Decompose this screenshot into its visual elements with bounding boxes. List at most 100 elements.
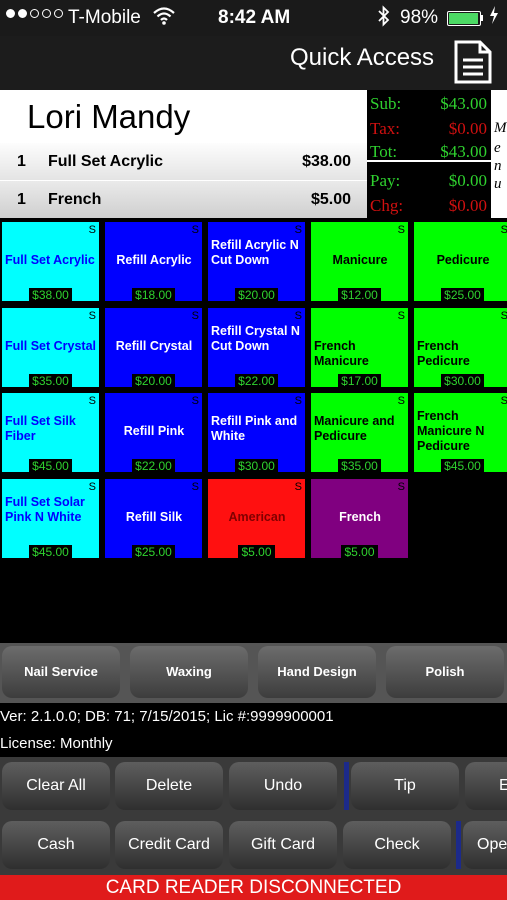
service-name: Refill Acrylic (116, 253, 192, 267)
service-tile[interactable]: S Full Set Silk Fiber $45.00 (2, 393, 99, 473)
signal-dot (18, 9, 27, 18)
service-flag: S (500, 310, 507, 322)
open-button[interactable]: Ope (463, 821, 507, 869)
service-tile[interactable]: S Manicure and Pedicure $35.00 (311, 393, 408, 473)
service-tile[interactable]: S Full Set Acrylic $38.00 (2, 222, 99, 302)
tax-label: Tax: (370, 119, 400, 138)
ticket-panel: Lori Mandy 1 Full Set Acrylic $38.00 1 F… (0, 90, 367, 218)
service-flag: S (397, 395, 405, 407)
service-flag: S (88, 481, 96, 493)
ticket-line-qty: 1 (17, 153, 26, 170)
wifi-icon (152, 6, 176, 32)
service-tile[interactable]: S Refill Pink and White $30.00 (208, 393, 305, 473)
service-price: $22.00 (132, 459, 175, 473)
service-price-strip: $22.00 (105, 459, 202, 473)
ticket-line[interactable]: 1 Full Set Acrylic $38.00 (0, 143, 367, 180)
carrier-name: T-Mobile (68, 7, 141, 28)
service-tile[interactable]: S American $5.00 (208, 479, 305, 559)
ticket-line[interactable]: 1 French $5.00 (0, 181, 367, 218)
service-price-strip: $17.00 (311, 374, 408, 388)
button-separator (456, 821, 461, 869)
service-price: $35.00 (29, 374, 72, 388)
service-price-strip: $5.00 (311, 545, 408, 559)
battery-nub (481, 15, 483, 21)
service-price-strip: $45.00 (2, 545, 99, 559)
category-polish-button[interactable]: Polish (386, 646, 504, 698)
service-name: American (228, 510, 286, 524)
service-name: French Manicure N Pedicure (417, 409, 485, 453)
service-price: $45.00 (29, 545, 72, 559)
service-tile[interactable]: S Full Set Crystal $35.00 (2, 308, 99, 388)
service-price: $45.00 (441, 459, 484, 473)
check-button[interactable]: Check (343, 821, 451, 869)
service-flag: S (294, 310, 302, 322)
signal-dot (6, 9, 15, 18)
menu-tab[interactable]: M e n u (491, 90, 507, 218)
service-tile[interactable]: S Refill Pink $22.00 (105, 393, 202, 473)
service-price-strip: $45.00 (414, 459, 507, 473)
service-tile[interactable]: S Refill Acrylic $18.00 (105, 222, 202, 302)
header-title: Quick Access (290, 44, 435, 71)
gift-card-button[interactable]: Gift Card (229, 821, 337, 869)
service-price: $12.00 (338, 288, 381, 302)
credit-card-button[interactable]: Credit Card (115, 821, 223, 869)
customer-name[interactable]: Lori Mandy (27, 98, 191, 135)
change-value: $0.00 (448, 196, 487, 215)
signal-dot (42, 9, 51, 18)
document-button[interactable] (453, 39, 493, 85)
service-tile[interactable]: S Refill Acrylic N Cut Down $20.00 (208, 222, 305, 302)
service-tile[interactable]: S Refill Silk $25.00 (105, 479, 202, 559)
service-tile[interactable]: S Refill Crystal $20.00 (105, 308, 202, 388)
service-name: Full Set Acrylic (5, 253, 95, 267)
battery-fill (449, 13, 479, 24)
service-name: Full Set Silk Fiber (5, 414, 76, 443)
signal-dot (54, 9, 63, 18)
service-tile[interactable]: S French Pedicure $30.00 (414, 308, 507, 388)
service-price-strip: $5.00 (208, 545, 305, 559)
cash-button[interactable]: Cash (2, 821, 110, 869)
category-hand-design-button[interactable]: Hand Design (258, 646, 376, 698)
category-waxing-button[interactable]: Waxing (130, 646, 248, 698)
service-tile[interactable]: S Pedicure $25.00 (414, 222, 507, 302)
service-flag: S (88, 310, 96, 322)
service-price-strip: $35.00 (2, 374, 99, 388)
service-flag: S (191, 395, 199, 407)
service-price: $38.00 (29, 288, 72, 302)
service-tile[interactable]: S French $5.00 (311, 479, 408, 559)
service-price-strip: $22.00 (208, 374, 305, 388)
category-nail-service-button[interactable]: Nail Service (2, 646, 120, 698)
change-label: Chg: (370, 196, 404, 215)
service-flag: S (397, 224, 405, 236)
total-label: Tot: (370, 142, 398, 161)
service-grid: S Full Set Acrylic $38.00 S Refill Acrylic $1… (0, 218, 507, 643)
e-button[interactable]: E (465, 762, 507, 810)
service-tile[interactable]: S French Manicure $17.00 (311, 308, 408, 388)
service-tile[interactable]: S Full Set Solar Pink N White $45.00 (2, 479, 99, 559)
app-header: Quick Access (0, 36, 507, 90)
subtotal-label: Sub: (370, 94, 402, 113)
version-info: Ver: 2.1.0.0; DB: 71; 7/15/2015; Lic #:9… (0, 703, 507, 730)
service-flag: S (88, 395, 96, 407)
undo-button[interactable]: Undo (229, 762, 337, 810)
service-tile[interactable]: S Manicure $12.00 (311, 222, 408, 302)
bluetooth-icon (377, 5, 391, 33)
document-icon (454, 40, 492, 84)
service-price: $25.00 (132, 545, 175, 559)
service-name: French (339, 510, 381, 524)
service-name: French Manicure (314, 339, 369, 368)
paid-value: $0.00 (448, 171, 487, 190)
action-panel: Clear All Delete Undo Tip E Cash Credit … (0, 757, 507, 875)
service-name: Pedicure (436, 253, 490, 267)
delete-button[interactable]: Delete (115, 762, 223, 810)
service-name: Refill Pink and White (211, 414, 298, 443)
service-flag: S (191, 481, 199, 493)
clear-all-button[interactable]: Clear All (2, 762, 110, 810)
tip-button[interactable]: Tip (351, 762, 459, 810)
service-tile[interactable]: S Refill Crystal N Cut Down $22.00 (208, 308, 305, 388)
service-price-strip: $25.00 (105, 545, 202, 559)
service-flag: S (397, 310, 405, 322)
ticket-line-qty: 1 (17, 191, 26, 208)
service-tile[interactable]: S French Manicure N Pedicure $45.00 (414, 393, 507, 473)
service-name: French Pedicure (417, 339, 470, 368)
service-price-strip: $30.00 (414, 374, 507, 388)
